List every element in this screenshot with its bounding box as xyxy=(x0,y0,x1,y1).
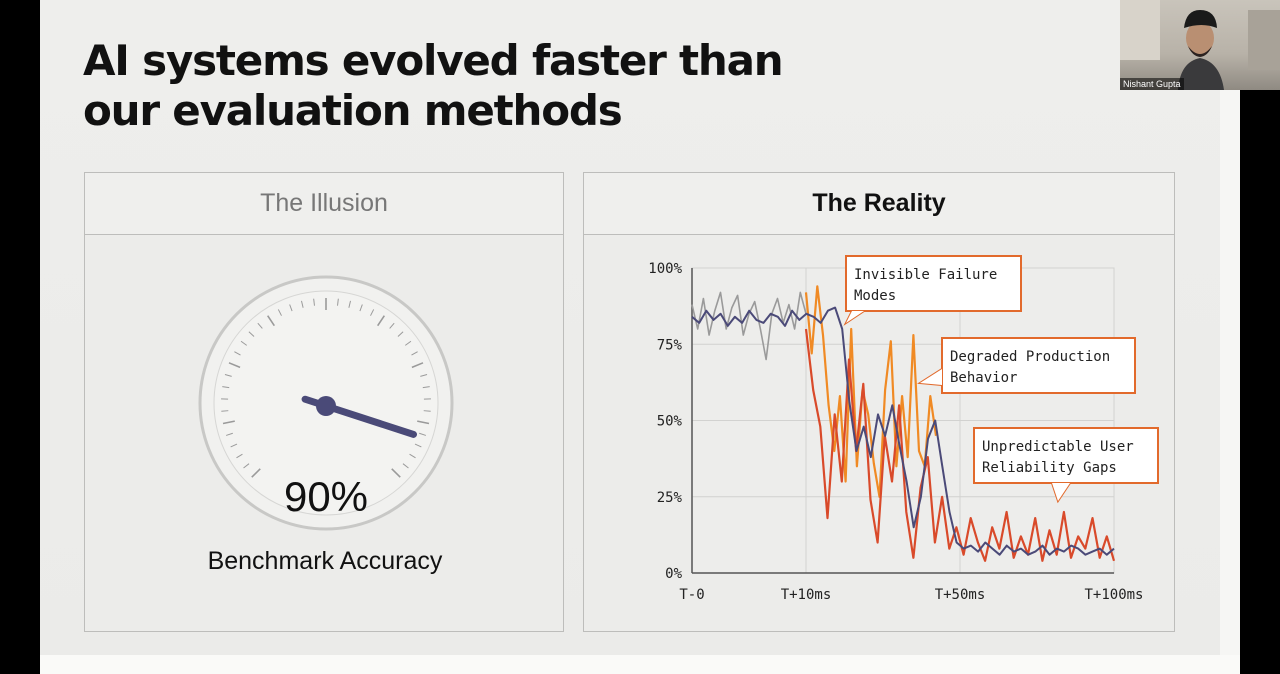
reality-panel: The Reality 100% 75% 50% 25% 0% T-0 T+10ms T+5… xyxy=(583,172,1175,632)
x-axis-ticks: T-0 T+10ms T+50ms T+100ms xyxy=(679,587,1143,603)
participant-name: Nishant Gupta xyxy=(1120,78,1184,90)
callout-box xyxy=(973,427,1159,484)
gauge-tick xyxy=(337,298,339,306)
callout-box xyxy=(845,255,1022,312)
slide-title: AI systems evolved faster than our evalu… xyxy=(83,36,784,135)
gauge-tick xyxy=(391,468,401,478)
chart-series xyxy=(691,285,1116,562)
chart-grid xyxy=(691,267,1115,574)
y-tick-label: 25% xyxy=(657,490,683,506)
callout-box xyxy=(941,337,1136,394)
annotation-callout: Degraded Production Behavior xyxy=(916,337,1136,394)
gauge-tick xyxy=(359,304,363,312)
gauge-tick xyxy=(423,410,431,412)
series-line xyxy=(691,291,807,361)
callout-text: Modes xyxy=(854,288,896,304)
gauge-tick xyxy=(230,443,238,448)
series-line xyxy=(804,328,1116,562)
gauge-tick xyxy=(234,351,241,356)
reality-panel-header: The Reality xyxy=(584,173,1174,235)
webcam-tile[interactable]: Nishant Gupta xyxy=(1120,0,1280,90)
presentation-slide: AI systems evolved faster than our evalu… xyxy=(40,0,1220,655)
gauge-svg: 90% Benchmark Accuracy xyxy=(198,275,454,575)
gauge-tick xyxy=(419,432,427,436)
gauge-value: 90% xyxy=(284,473,368,520)
gauge-tick xyxy=(222,420,235,425)
series-line xyxy=(691,306,1115,556)
gauge-tick xyxy=(397,331,404,337)
gauge-tick xyxy=(221,410,229,412)
gauge-tick xyxy=(414,443,422,448)
gauge-ticks xyxy=(221,298,431,478)
gauge-tick xyxy=(289,304,293,312)
gauge-tick xyxy=(417,420,430,425)
gauge-tick xyxy=(277,309,282,316)
annotation-callout: Invisible Failure Modes xyxy=(843,255,1022,326)
gauge-tick xyxy=(248,331,255,337)
gauge-tick xyxy=(377,315,386,327)
slide-edge xyxy=(1220,90,1240,674)
gauge-tick xyxy=(243,463,250,469)
callout-text: Degraded Production xyxy=(950,349,1110,365)
illusion-panel-header: The Illusion xyxy=(85,173,563,235)
series-line xyxy=(804,285,938,498)
x-tick-label: T+10ms xyxy=(781,587,832,603)
participant-video-icon xyxy=(1120,0,1280,90)
reality-chart: 100% 75% 50% 25% 0% T-0 T+10ms T+50ms T+100ms I… xyxy=(648,255,1159,603)
gauge-tick xyxy=(411,351,418,356)
gauge-tick xyxy=(222,386,230,389)
callout-text: Behavior xyxy=(950,370,1017,386)
chart-annotations: Invisible Failure Modes Degraded Productio… xyxy=(843,255,1159,504)
gauge-tick xyxy=(422,386,430,389)
annotation-callout: Unpredictable User Reliability Gaps xyxy=(973,427,1159,504)
gauge-tick xyxy=(404,340,412,346)
callout-text: Unpredictable User xyxy=(982,439,1134,455)
callout-text: Invisible Failure xyxy=(854,267,997,283)
y-tick-label: 75% xyxy=(657,337,683,353)
x-tick-label: T+100ms xyxy=(1084,587,1143,603)
gauge-hub xyxy=(316,396,336,416)
illusion-panel: The Illusion 90% Benchmark Accuracy xyxy=(84,172,564,632)
gauge-tick xyxy=(313,298,315,306)
gauge-tick xyxy=(411,362,424,369)
gauge-tick xyxy=(348,300,351,308)
gauge-tick xyxy=(402,463,409,469)
gauge-tick xyxy=(420,374,428,377)
gauge-tick xyxy=(266,315,275,327)
y-tick-label: 50% xyxy=(657,414,683,430)
gauge-tick xyxy=(228,362,241,369)
gauge-tick xyxy=(301,300,304,308)
gauge-tick xyxy=(389,322,395,329)
gauge-tick xyxy=(225,432,233,436)
y-tick-label: 100% xyxy=(648,261,682,277)
callout-text: Reliability Gaps xyxy=(982,460,1117,476)
x-tick-label: T+50ms xyxy=(935,587,986,603)
gauge-tick xyxy=(251,468,261,478)
gauge-label: Benchmark Accuracy xyxy=(208,547,443,575)
y-axis-ticks: 100% 75% 50% 25% 0% xyxy=(648,261,682,582)
slide-bottom-edge xyxy=(40,655,1240,674)
y-tick-label: 0% xyxy=(665,566,682,582)
gauge-tick xyxy=(224,374,232,377)
x-tick-label: T-0 xyxy=(679,587,704,603)
gauge-tick xyxy=(240,340,248,346)
gauge-tick xyxy=(370,309,375,316)
gauge-tick xyxy=(409,453,416,459)
gauge-tick xyxy=(257,322,263,329)
gauge-tick xyxy=(236,453,243,459)
